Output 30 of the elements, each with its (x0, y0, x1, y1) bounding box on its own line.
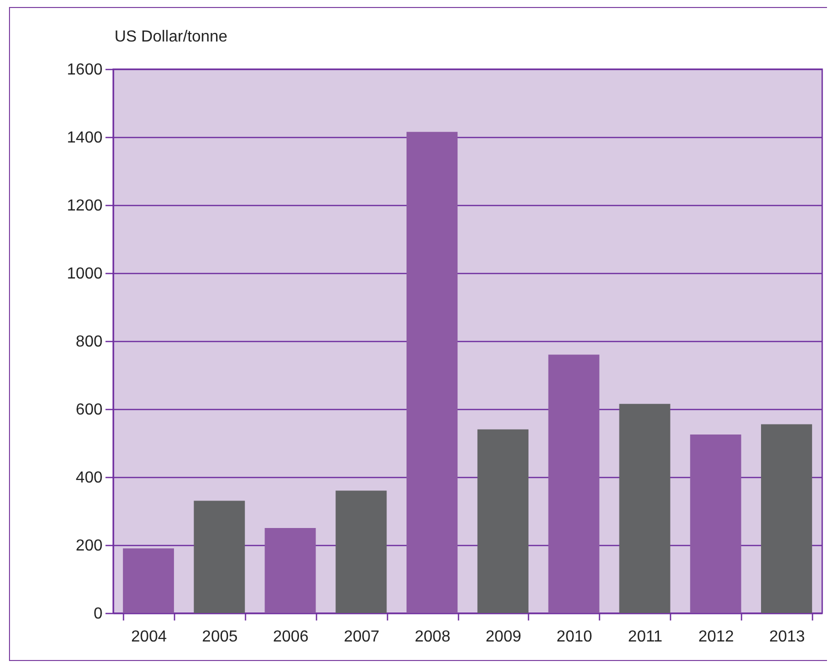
x-tick-label: 2008 (414, 628, 450, 646)
x-tick-label: 2012 (698, 628, 734, 646)
bar (548, 354, 600, 613)
y-tick-label: 0 (94, 606, 103, 622)
x-tick-label: 2011 (628, 628, 663, 646)
bar (477, 429, 528, 613)
y-tick-label: 200 (76, 538, 103, 554)
x-tick-label: 2010 (556, 628, 592, 646)
y-axis-title: US Dollar/tonne (114, 28, 228, 46)
x-tick-label: 2009 (486, 628, 522, 646)
bar (406, 132, 458, 613)
x-tick-label: 2005 (202, 628, 238, 646)
y-tick-label: 1600 (66, 62, 103, 78)
x-tick-label: 2006 (272, 628, 309, 646)
bar (264, 528, 316, 613)
bar (194, 500, 245, 613)
x-tick-label: 2013 (769, 628, 805, 646)
x-tick-label: 2004 (131, 628, 167, 646)
y-tick-label: 800 (76, 334, 103, 350)
bar (122, 548, 174, 613)
bar (690, 434, 742, 613)
y-tick-label: 1000 (66, 266, 103, 282)
x-tick-label: 2007 (344, 628, 380, 646)
y-tick-label: 400 (76, 470, 103, 486)
bar (619, 404, 670, 613)
bar (336, 490, 387, 613)
bar (761, 424, 812, 613)
y-tick-label: 600 (76, 402, 103, 418)
y-tick-label: 1400 (66, 130, 103, 146)
y-tick-label: 1200 (66, 198, 103, 214)
